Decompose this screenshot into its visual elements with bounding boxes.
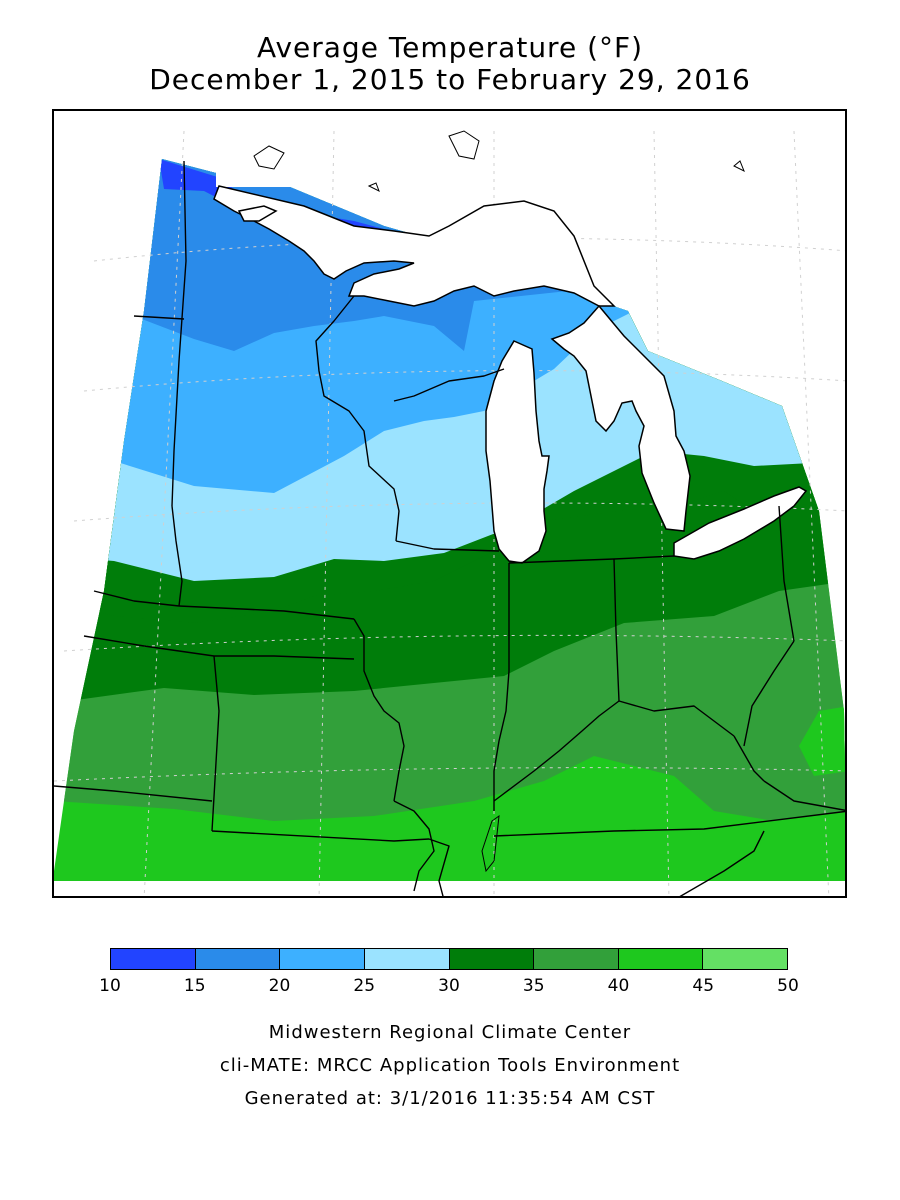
border-ar-tn-river [428, 838, 450, 896]
colorbar-swatch-30-35 [449, 949, 535, 969]
colorbar-tick-labels: 10 15 20 25 30 35 40 45 50 [99, 976, 799, 996]
border-wi-mi [393, 368, 505, 402]
border-mo-ks [211, 655, 220, 832]
coast-details [253, 130, 745, 873]
temperature-map [54, 130, 845, 896]
colorbar-swatch-20-25 [280, 949, 365, 969]
border-in-ky [493, 700, 620, 802]
temperature-colorbar [110, 948, 788, 970]
border-mn-wi [315, 295, 400, 542]
great-lakes [213, 185, 808, 564]
border-ks-ok [54, 785, 213, 802]
border-oh-pa [778, 505, 795, 642]
border-nd-mn [171, 160, 187, 507]
credit-organization: Midwestern Regional Climate Center [268, 1022, 632, 1043]
colorbar-swatch-45-50 [703, 949, 787, 969]
lake-superior [213, 185, 616, 307]
state-boundaries [54, 160, 845, 896]
map-panel [52, 109, 847, 898]
border-wi-il [395, 540, 500, 552]
colorbar-tick: 15 [183, 976, 206, 996]
colorbar-tick: 40 [607, 976, 630, 996]
colorbar-tick: 45 [692, 976, 715, 996]
colorbar-tick: 25 [353, 976, 376, 996]
border-ia-il [353, 618, 405, 802]
credit-generated-at: Generated at: 3/1/2016 11:35:54 AM CST [244, 1088, 656, 1109]
colorbar-tick: 20 [268, 976, 291, 996]
map-title: Average Temperature (°F) [256, 31, 644, 64]
border-mi-oh [613, 555, 675, 560]
border-oh-ky [618, 700, 735, 737]
border-nd-sd [133, 315, 185, 320]
lake-huron [550, 304, 691, 532]
colorbar-tick: 50 [777, 976, 799, 996]
colorbar-tick: 10 [99, 976, 121, 996]
colorbar-tick: 35 [522, 976, 545, 996]
border-oh-wv [743, 640, 795, 747]
lake-erie [673, 486, 808, 560]
colorbar-swatch-40-45 [618, 949, 704, 969]
colorbar-tick: 30 [438, 976, 460, 996]
border-mo-ar [211, 830, 430, 842]
border-sd-ne [93, 590, 180, 607]
isle-royale [237, 205, 278, 222]
border-tn-al [679, 830, 765, 896]
border-ky-tn [493, 810, 845, 837]
colorbar-swatch-15-20 [195, 949, 281, 969]
border-sd-ia [171, 505, 183, 607]
border-mn-ia [178, 605, 355, 620]
border-il-in [493, 563, 510, 811]
colorbar-swatch-35-40 [534, 949, 619, 969]
map-date-range: December 1, 2015 to February 29, 2016 [149, 63, 751, 96]
border-ky-wv [733, 735, 765, 782]
lake-michigan [485, 340, 550, 564]
border-ky-va [763, 780, 845, 811]
border-in-oh [613, 558, 620, 702]
colorbar-swatch-10-15 [111, 949, 196, 969]
credit-application: cli-MATE: MRCC Application Tools Environ… [219, 1055, 681, 1076]
colorbar-swatch-25-30 [364, 949, 450, 969]
temp-band-40-45 [799, 706, 845, 776]
border-mi-in [508, 558, 615, 564]
